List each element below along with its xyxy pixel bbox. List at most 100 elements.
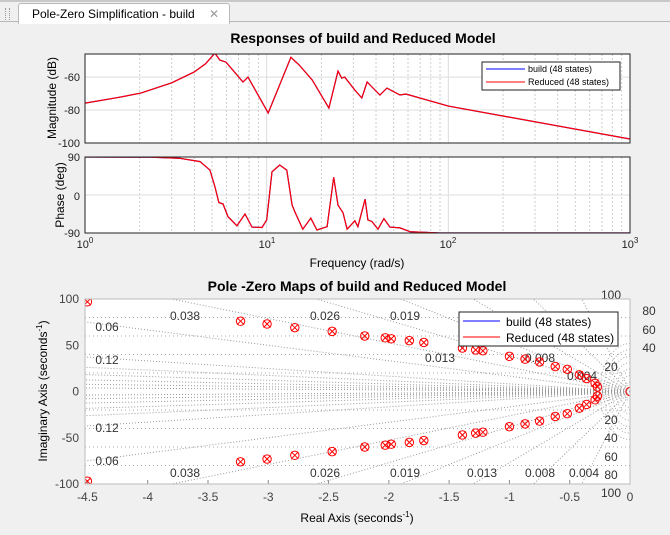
zero-marker	[550, 411, 560, 422]
phase-tick: 0	[74, 191, 80, 203]
damping-grid-line	[533, 391, 630, 484]
damping-label: 0.013	[467, 466, 497, 480]
zero-marker	[419, 337, 429, 348]
zero-marker	[290, 322, 300, 333]
pole-marker	[290, 451, 299, 460]
pzmap-title: Pole -Zero Maps of build and Reduced Mod…	[208, 278, 507, 294]
frequency-grid-arc	[623, 381, 630, 402]
freq-tick: 102	[440, 236, 457, 251]
zero-marker	[327, 326, 337, 337]
zero-marker	[562, 409, 573, 419]
zero-marker	[478, 346, 488, 356]
zero-marker	[386, 334, 396, 344]
x-tick-label: -1.5	[439, 490, 460, 504]
zero-marker	[404, 335, 415, 346]
zero-marker	[85, 476, 93, 484]
frequency-label: 60	[604, 450, 618, 464]
zero-marker	[520, 419, 530, 429]
y-tick-label: -100	[55, 477, 79, 491]
pole-marker	[419, 338, 428, 347]
damping-label: 0.026	[310, 466, 340, 480]
frequency-grid-arc	[607, 355, 630, 428]
pole-marker	[471, 346, 480, 354]
damping-label: 0.019	[390, 309, 420, 323]
damping-grid-line	[85, 391, 630, 400]
frequency-axis-label: Frequency (rad/s)	[310, 256, 405, 270]
frequency-label: 80	[642, 304, 656, 318]
phase-tick: 90	[68, 152, 80, 164]
pole-marker	[593, 383, 602, 391]
reduced-response-line	[85, 54, 630, 140]
zero-marker	[327, 446, 337, 457]
frequency-label: 100	[601, 486, 621, 500]
legend-entry: build (48 states)	[506, 315, 591, 329]
x-tick-label: -1	[504, 490, 515, 504]
zero-marker	[380, 440, 390, 450]
damping-grid-line	[85, 387, 630, 392]
damping-label: 0.026	[310, 309, 340, 323]
pole-marker	[593, 392, 602, 400]
y-tick-label: -50	[62, 431, 80, 445]
damping-label: 0.004	[567, 369, 597, 383]
magnitude-axes-frame	[84, 53, 631, 144]
zero-marker	[360, 331, 370, 341]
pole-marker	[582, 400, 591, 409]
damping-grid-line	[85, 366, 630, 392]
pole-marker	[419, 436, 428, 445]
pole-marker	[471, 429, 480, 437]
zero-marker	[592, 391, 603, 401]
frequency-label: 40	[604, 431, 618, 445]
pole-marker	[360, 332, 369, 340]
zero-marker	[550, 361, 560, 372]
pole-marker	[505, 352, 514, 361]
reduced-response-line	[85, 157, 630, 233]
damping-grid-line	[472, 391, 630, 484]
mag-tick: -100	[58, 138, 80, 150]
freq-tick: 100	[77, 236, 94, 251]
pole-marker	[236, 457, 245, 466]
pole-marker	[328, 447, 337, 456]
zero-marker	[235, 457, 246, 467]
pole-marker	[263, 320, 271, 328]
x-tick-label: 0	[627, 490, 634, 504]
damping-label: 0.013	[425, 351, 455, 365]
tab-pole-zero-simplification[interactable]: Pole-Zero Simplification - build ✕	[18, 3, 230, 24]
frequency-grid-arc	[611, 362, 630, 421]
magnitude-axis-label: Magnitude (dB)	[45, 57, 59, 139]
zero-marker	[562, 364, 573, 374]
zero-marker	[235, 316, 246, 326]
frequency-label: 80	[604, 468, 618, 482]
zero-marker	[290, 450, 300, 461]
zero-marker	[85, 299, 93, 307]
frequency-label: 40	[642, 341, 656, 355]
phase-axis-label: Phase (deg)	[53, 162, 67, 227]
pole-marker	[521, 420, 529, 428]
bode-legend[interactable]: build (48 states) Reduced (48 states)	[481, 61, 621, 91]
damping-label: 0.019	[390, 466, 420, 480]
close-icon[interactable]: ✕	[208, 7, 219, 21]
pole-marker	[521, 355, 529, 363]
legend-entry: Reduced (48 states)	[528, 77, 609, 87]
pzmap-legend[interactable]: build (48 states) Reduced (48 states)	[458, 311, 619, 347]
drag-grip-icon[interactable]	[5, 8, 10, 20]
zero-marker	[478, 427, 488, 437]
x-tick-label: -4	[142, 490, 153, 504]
frequency-grid-arc	[615, 368, 630, 415]
damping-grid-line	[85, 391, 630, 409]
mag-tick: -80	[64, 105, 80, 117]
x-tick-label: -3.5	[198, 490, 219, 504]
pole-marker	[360, 443, 369, 451]
frequency-label: 60	[642, 323, 656, 337]
pole-marker	[328, 327, 337, 336]
bode-title: Responses of build and Reduced Model	[230, 30, 495, 46]
damping-label: 0.038	[170, 309, 200, 323]
damping-grid-line	[472, 299, 630, 392]
pole-marker	[551, 412, 560, 421]
damping-label: 0.038	[170, 466, 200, 480]
pole-marker	[575, 370, 584, 379]
damping-grid-line	[85, 379, 630, 392]
y-tick-label: 50	[66, 338, 80, 352]
zero-marker	[504, 351, 515, 362]
pzmap-axes-frame	[84, 298, 631, 485]
